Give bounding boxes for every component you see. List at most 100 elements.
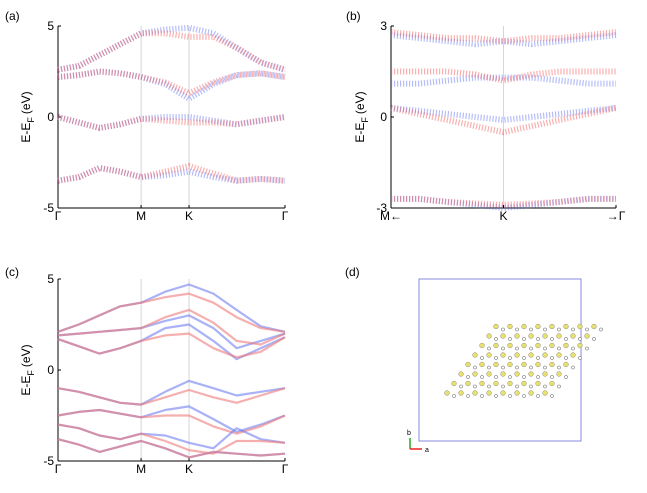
atom [535, 323, 541, 330]
atom [571, 365, 575, 370]
band [57, 30, 286, 73]
band [57, 379, 286, 406]
atom [543, 365, 547, 370]
atom [550, 394, 554, 398]
y-tick-label: 3 [380, 19, 387, 33]
atom [522, 356, 526, 360]
atom [536, 356, 540, 360]
atom [522, 375, 526, 379]
atom [577, 342, 583, 349]
atom [542, 352, 548, 358]
atom [528, 371, 534, 377]
atom [507, 342, 513, 349]
x-tick-label: Γ [55, 209, 62, 223]
band [57, 387, 286, 406]
atom [472, 390, 478, 396]
atom [493, 342, 499, 349]
atom [508, 337, 512, 341]
atom [543, 384, 547, 389]
y-label-unit: (eV) [19, 91, 33, 114]
x-tick-label: K [499, 209, 507, 223]
y-axis-label: E-EF (eV) [353, 91, 370, 142]
atom [536, 337, 540, 341]
y-axis-label: E-EF (eV) [19, 344, 36, 395]
atom [550, 337, 554, 341]
atom [578, 356, 582, 360]
atom [452, 394, 456, 398]
panel: (c)E-EF(eV)Γ M K Γ-505 [5, 265, 289, 476]
atom [508, 394, 512, 398]
atom [486, 390, 492, 396]
band [390, 104, 617, 136]
atom [486, 352, 492, 358]
atom [535, 380, 541, 387]
atom [571, 327, 575, 332]
x-tick-label: K [185, 462, 193, 476]
atom [529, 365, 533, 370]
atom [570, 352, 576, 358]
atom [543, 327, 547, 332]
y-label-unit: (eV) [19, 344, 33, 367]
atom [472, 371, 478, 377]
atom [528, 352, 534, 358]
atom [528, 390, 534, 396]
atom [543, 346, 547, 351]
atom [493, 380, 499, 387]
atom [556, 333, 562, 339]
band [57, 438, 286, 459]
atom [480, 394, 484, 398]
atom [466, 394, 470, 398]
band [57, 68, 286, 97]
panel-label: (d) [345, 265, 360, 279]
atom [459, 384, 463, 389]
band [391, 68, 616, 84]
atom [501, 384, 505, 389]
atom [564, 337, 568, 341]
atom [515, 346, 519, 351]
atom [473, 384, 477, 389]
atom [508, 356, 512, 360]
atom [549, 380, 555, 387]
atom [549, 323, 555, 330]
atom [487, 346, 491, 351]
atom [556, 371, 562, 377]
atom [585, 346, 589, 351]
y-tick-label: -5 [43, 454, 54, 468]
atom [521, 380, 527, 387]
band [57, 114, 286, 131]
y-tick-label: 5 [47, 272, 54, 286]
atom [479, 380, 485, 387]
atom [487, 384, 491, 389]
atom [494, 356, 498, 360]
x-tick-label: Γ [55, 462, 62, 476]
atom [542, 333, 548, 339]
x-tick-label: K [185, 209, 193, 223]
atom [578, 337, 582, 341]
y-label-sub: F [26, 370, 36, 376]
atom [501, 346, 505, 351]
atom [521, 342, 527, 349]
band [57, 332, 286, 359]
atom [556, 352, 562, 358]
atom [465, 380, 471, 387]
atom [564, 375, 568, 379]
atom [486, 371, 492, 377]
atom [458, 390, 464, 396]
panel-label: (b) [346, 9, 361, 23]
atom [486, 333, 492, 339]
atom [480, 356, 484, 360]
atom [494, 375, 498, 379]
atom [549, 342, 555, 349]
atom [542, 390, 548, 396]
panel-label: (a) [5, 9, 20, 23]
atom [521, 361, 527, 368]
atom [466, 375, 470, 379]
atom [529, 346, 533, 351]
y-tick-label: -5 [43, 201, 54, 215]
atom [557, 384, 561, 389]
atom [591, 323, 597, 330]
atom [521, 323, 527, 330]
atom [507, 380, 513, 387]
atom [515, 384, 519, 389]
panel: (b) E-EF (eV) M← K →Γ -3 0 3 [346, 9, 626, 223]
